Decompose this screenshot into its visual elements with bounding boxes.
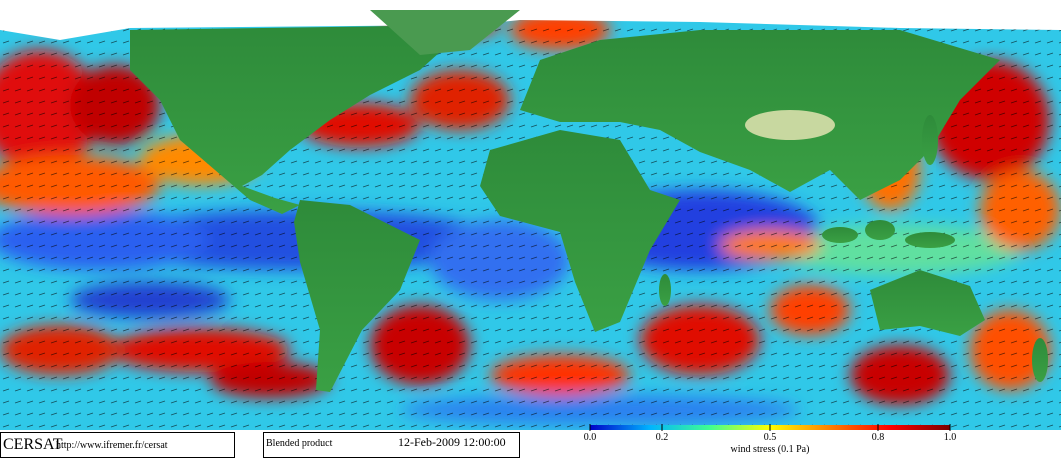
- product-box: [263, 432, 520, 458]
- colorbar-tick-label: 1.0: [944, 432, 957, 443]
- source-box: [0, 432, 235, 458]
- colorbar-tick-label: 0.8: [872, 432, 885, 443]
- url: http://www.ifremer.fr/cersat: [56, 440, 168, 451]
- colorbar-tick-label: 0.2: [656, 432, 669, 443]
- date: 12-Feb-2009 12:00:00: [398, 435, 506, 449]
- source: CERSAT: [3, 436, 63, 453]
- product: Blended product: [266, 438, 333, 449]
- land: [0, 0, 1061, 392]
- colorbar-tick-label: 0.5: [764, 432, 777, 443]
- colorbar-tick-label: 0.0: [584, 432, 597, 443]
- colorbar-label: wind stress (0.1 Pa): [731, 444, 810, 455]
